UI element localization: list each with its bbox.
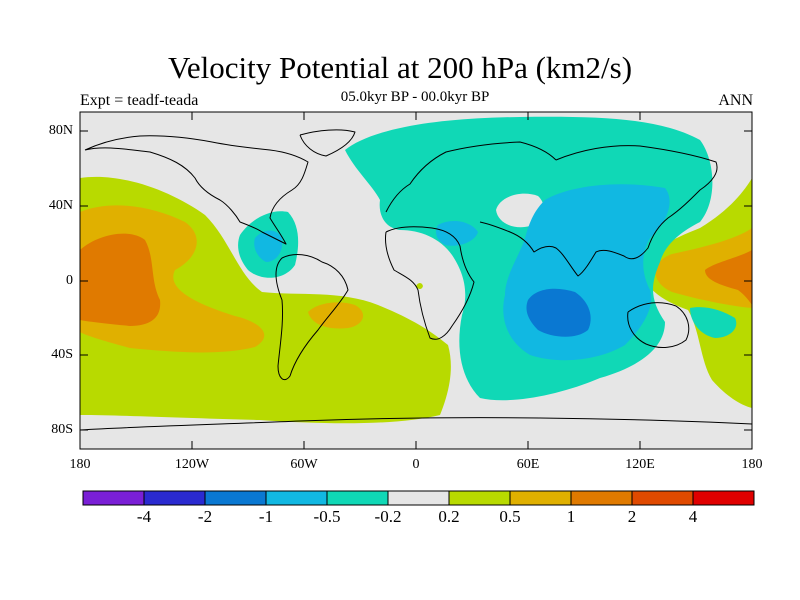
colorbar-label: 2: [627, 507, 637, 526]
colorbar-label: -4: [136, 507, 152, 526]
colorbar-swatch: [387, 490, 450, 506]
y-tick-label: 40N: [48, 198, 73, 213]
axis-ticks: [79, 112, 753, 449]
colorbar-swatch: [204, 490, 267, 506]
colorbar-swatch: [448, 490, 511, 506]
x-tick-label: 180: [741, 457, 763, 472]
coast-south-america: [275, 254, 349, 381]
colorbar-label: 0.5: [499, 507, 521, 526]
coastlines: [80, 129, 752, 431]
colorbar-label: -0.5: [313, 507, 341, 526]
x-tick-label: 120E: [625, 457, 655, 472]
y-tick-label: 80S: [51, 422, 73, 437]
plot-subtitle: 05.0kyr BP - 00.0kyr BP: [340, 89, 490, 105]
colorbar-swatch: [509, 490, 572, 506]
colorbar-label: -0.2: [374, 507, 402, 526]
experiment-label: Expt = teadf-teada: [80, 92, 199, 109]
colorbar-swatch: [570, 490, 633, 506]
contour-positive-0.5-atlantic: [308, 302, 364, 329]
colorbar-label: -2: [197, 507, 213, 526]
season-label: ANN: [718, 92, 753, 109]
plot-title: Velocity Potential at 200 hPa (km2/s): [167, 50, 633, 85]
x-tick-label: 0: [412, 457, 420, 472]
y-tick-label: 0: [66, 273, 73, 288]
y-tick-label: 80N: [48, 123, 73, 138]
colorbar-label: 4: [688, 507, 698, 526]
contour-positive-0.5-westpac: [655, 228, 752, 308]
coast-europe: [385, 141, 557, 213]
coast-antarctica: [80, 417, 752, 431]
contour-zero-hole-centralasia: [496, 193, 544, 228]
colorbar-swatch: [265, 490, 328, 506]
x-tick-label: 60W: [290, 457, 318, 472]
coast-australia: [627, 302, 690, 348]
coast-north-america: [84, 135, 309, 245]
coast-greenland: [299, 129, 356, 157]
colorbar-label: 1: [566, 507, 576, 526]
colorbar-label: -1: [258, 507, 274, 526]
coast-africa: [385, 226, 475, 340]
x-tick-label: 60E: [516, 457, 540, 472]
contour-negative-0.5-africa: [436, 220, 478, 246]
contour-negative-1-indian: [526, 288, 591, 337]
contour-positive-1-westpac: [705, 250, 752, 305]
colorbar-swatch: [326, 490, 389, 506]
x-tick-label: 120W: [174, 457, 210, 472]
contour-negative-0.2-pacific-lobe: [690, 307, 737, 338]
colorbar-label: 0.2: [438, 507, 460, 526]
y-tick-label: 40S: [51, 347, 73, 362]
colorbar-swatch: [82, 490, 145, 506]
contour-positive-1-pacific: [80, 233, 161, 326]
colorbar-swatch: [143, 490, 206, 506]
coast-asia: [479, 145, 718, 277]
colorbar-swatch: [692, 490, 755, 506]
x-tick-label: 180: [69, 457, 91, 472]
colorbar-swatch: [631, 490, 694, 506]
contour-positive-0.2-spot: [416, 283, 423, 289]
